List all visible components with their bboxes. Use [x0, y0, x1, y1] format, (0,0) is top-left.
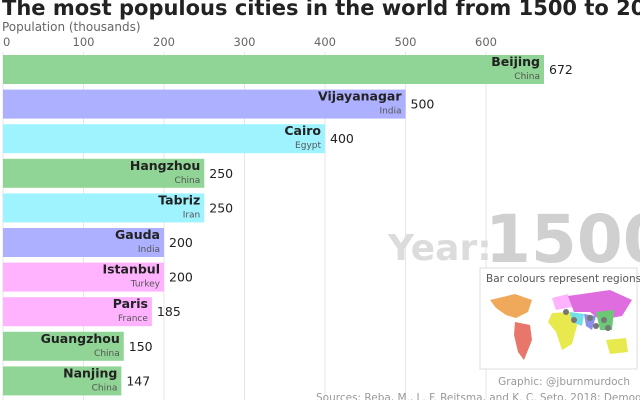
- value-label: 672: [549, 62, 573, 77]
- city-label: Paris: [113, 296, 148, 311]
- map-south-america: [514, 322, 532, 360]
- value-label: 200: [169, 235, 193, 250]
- value-label: 200: [169, 270, 193, 285]
- x-axis-label: Population (thousands): [2, 20, 141, 34]
- x-tick-label: 400: [314, 35, 336, 49]
- city-label: Guangzhou: [41, 331, 120, 346]
- country-label: India: [138, 245, 160, 255]
- country-label: India: [379, 107, 401, 117]
- map-africa: [548, 312, 578, 350]
- country-label: China: [94, 349, 120, 359]
- value-label: 147: [126, 373, 150, 388]
- city-label: Vijayanagar: [318, 89, 402, 104]
- country-label: France: [118, 314, 148, 324]
- year-label: Year:: [387, 228, 492, 269]
- bar: [3, 366, 122, 396]
- country-label: China: [514, 72, 540, 82]
- city-dot: [605, 325, 611, 331]
- chart-title: The most populous cities in the world fr…: [2, 0, 640, 20]
- x-tick-label: 0: [3, 35, 10, 49]
- legend-map: Bar colours represent regions: [479, 267, 640, 370]
- country-label: Turkey: [130, 280, 161, 290]
- value-label: 500: [411, 97, 435, 112]
- city-dot: [587, 315, 593, 321]
- value-label: 185: [157, 304, 181, 319]
- city-dot: [571, 317, 577, 323]
- city-label: Cairo: [284, 123, 321, 138]
- legend-title: Bar colours represent regions: [486, 273, 640, 285]
- bar: [3, 262, 165, 292]
- value-label: 250: [209, 166, 233, 181]
- country-label: Egypt: [295, 141, 321, 151]
- x-tick-label: 600: [475, 35, 497, 49]
- city-dot: [593, 323, 599, 329]
- x-tick-label: 100: [73, 35, 95, 49]
- city-label: Hangzhou: [130, 158, 200, 173]
- year: 1500: [485, 201, 640, 278]
- map-north-america: [490, 294, 532, 318]
- city-dots: [563, 309, 611, 331]
- x-tick-label: 500: [395, 35, 417, 49]
- bar: [3, 55, 545, 84]
- bar: [3, 124, 326, 154]
- country-label: China: [175, 176, 201, 186]
- city-label: Istanbul: [102, 262, 160, 277]
- city-dot: [601, 317, 607, 323]
- bar: [3, 193, 205, 223]
- map-asia-north: [568, 290, 632, 320]
- city-label: Gauda: [115, 227, 160, 242]
- map-australia: [606, 338, 628, 354]
- country-label: China: [92, 383, 118, 393]
- sources: Sources: Reba, M., L. F. Reitsma, and K.…: [316, 392, 640, 400]
- city-label: Beijing: [491, 54, 540, 69]
- map-europe: [552, 294, 572, 310]
- value-label: 400: [330, 131, 354, 146]
- city-dot: [563, 309, 569, 315]
- value-label: 250: [209, 200, 233, 215]
- x-tick-label: 200: [153, 35, 175, 49]
- credit: Graphic: @jburnmurdoch: [498, 376, 630, 388]
- bar: [3, 331, 124, 361]
- bar: [3, 228, 165, 257]
- bar: [3, 89, 406, 119]
- x-tick-label: 300: [234, 35, 256, 49]
- bar: [3, 158, 205, 188]
- country-label: Iran: [183, 210, 201, 220]
- city-label: Nanjing: [63, 365, 117, 380]
- value-label: 150: [129, 339, 153, 354]
- bar: [3, 297, 152, 327]
- city-label: Tabriz: [158, 192, 200, 207]
